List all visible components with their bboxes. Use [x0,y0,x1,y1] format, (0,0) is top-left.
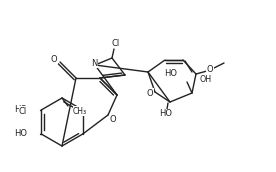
Text: CH₃: CH₃ [73,106,87,116]
Text: Cl: Cl [112,39,120,47]
Text: O: O [147,89,153,98]
Text: HO: HO [14,130,27,138]
Text: HO: HO [164,68,177,78]
Text: N: N [91,58,97,67]
Text: HO: HO [160,110,172,119]
Text: O: O [51,55,57,63]
Text: O: O [207,64,213,73]
Text: HO: HO [14,105,27,115]
Text: O: O [110,116,116,125]
Text: Cl: Cl [19,106,27,116]
Text: OH: OH [200,76,212,84]
